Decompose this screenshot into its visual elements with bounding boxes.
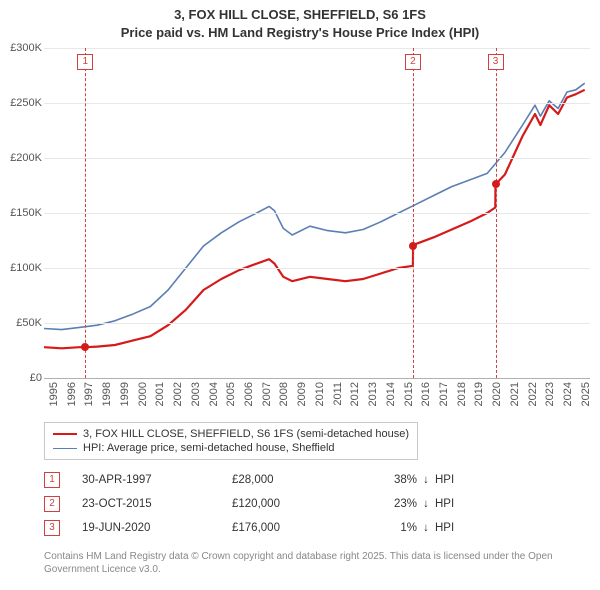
x-tick-label: 2006 (243, 382, 255, 416)
x-tick-label: 2015 (403, 382, 415, 416)
sales-hpi-label: HPI (435, 474, 465, 486)
sales-date: 23-OCT-2015 (60, 498, 232, 510)
y-gridline (44, 103, 590, 104)
x-tick-label: 2016 (420, 382, 432, 416)
legend-item: HPI: Average price, semi-detached house,… (53, 441, 409, 455)
x-tick-label: 1995 (48, 382, 60, 416)
y-tick-label: £150K (0, 207, 42, 219)
chart-title: 3, FOX HILL CLOSE, SHEFFIELD, S6 1FS Pri… (0, 0, 600, 41)
x-tick-label: 2021 (509, 382, 521, 416)
sale-dot (409, 242, 417, 250)
legend-item: 3, FOX HILL CLOSE, SHEFFIELD, S6 1FS (se… (53, 427, 409, 441)
sales-date: 30-APR-1997 (60, 474, 232, 486)
legend-label: 3, FOX HILL CLOSE, SHEFFIELD, S6 1FS (se… (83, 428, 409, 440)
sale-marker-box: 2 (405, 54, 421, 70)
x-tick-label: 2008 (278, 382, 290, 416)
x-tick-label: 1997 (83, 382, 95, 416)
sales-row: 319-JUN-2020£176,0001%↓HPI (44, 520, 465, 536)
x-tick-label: 2024 (562, 382, 574, 416)
x-tick-label: 2003 (190, 382, 202, 416)
sales-pct: 23% (362, 498, 417, 510)
sales-price: £120,000 (232, 498, 362, 510)
sales-pct: 38% (362, 474, 417, 486)
x-tick-label: 2002 (172, 382, 184, 416)
sale-dot (492, 180, 500, 188)
sales-hpi-label: HPI (435, 522, 465, 534)
x-tick-label: 2005 (225, 382, 237, 416)
y-gridline (44, 323, 590, 324)
sales-price: £176,000 (232, 522, 362, 534)
sales-marker-box: 2 (44, 496, 60, 512)
x-tick-label: 2004 (208, 382, 220, 416)
down-arrow-icon: ↓ (417, 498, 435, 510)
x-tick-label: 2022 (527, 382, 539, 416)
x-tick-label: 2009 (296, 382, 308, 416)
sale-vline (496, 48, 497, 378)
x-tick-label: 1999 (119, 382, 131, 416)
sales-row: 223-OCT-2015£120,00023%↓HPI (44, 496, 465, 512)
x-tick-label: 2017 (438, 382, 450, 416)
x-tick-label: 2012 (349, 382, 361, 416)
title-line-2: Price paid vs. HM Land Registry's House … (0, 24, 600, 42)
sales-marker-box: 1 (44, 472, 60, 488)
x-tick-label: 2000 (137, 382, 149, 416)
sales-hpi-label: HPI (435, 498, 465, 510)
x-tick-label: 2013 (367, 382, 379, 416)
sales-table: 130-APR-1997£28,00038%↓HPI223-OCT-2015£1… (44, 472, 465, 544)
x-tick-label: 1998 (101, 382, 113, 416)
x-tick-label: 2011 (332, 382, 344, 416)
series-price_paid (44, 90, 585, 349)
y-tick-label: £300K (0, 42, 42, 54)
chart-legend: 3, FOX HILL CLOSE, SHEFFIELD, S6 1FS (se… (44, 422, 418, 460)
y-tick-label: £250K (0, 97, 42, 109)
sales-marker-box: 3 (44, 520, 60, 536)
legend-label: HPI: Average price, semi-detached house,… (83, 442, 335, 454)
y-tick-label: £50K (0, 317, 42, 329)
x-tick-label: 1996 (66, 382, 78, 416)
x-tick-label: 2019 (473, 382, 485, 416)
y-tick-label: £200K (0, 152, 42, 164)
x-tick-label: 2007 (261, 382, 273, 416)
y-gridline (44, 213, 590, 214)
x-tick-label: 2014 (385, 382, 397, 416)
title-line-1: 3, FOX HILL CLOSE, SHEFFIELD, S6 1FS (0, 6, 600, 24)
sale-marker-box: 1 (77, 54, 93, 70)
sales-pct: 1% (362, 522, 417, 534)
y-gridline (44, 158, 590, 159)
down-arrow-icon: ↓ (417, 522, 435, 534)
sale-vline (85, 48, 86, 378)
x-tick-label: 2025 (580, 382, 592, 416)
x-tick-label: 2023 (544, 382, 556, 416)
x-tick-label: 2020 (491, 382, 503, 416)
series-hpi (44, 83, 585, 329)
sale-marker-box: 3 (488, 54, 504, 70)
legend-swatch (53, 433, 77, 435)
x-tick-label: 2018 (456, 382, 468, 416)
sale-dot (81, 343, 89, 351)
y-tick-label: £100K (0, 262, 42, 274)
x-tick-label: 2010 (314, 382, 326, 416)
y-tick-label: £0 (0, 372, 42, 384)
sales-row: 130-APR-1997£28,00038%↓HPI (44, 472, 465, 488)
down-arrow-icon: ↓ (417, 474, 435, 486)
y-gridline (44, 48, 590, 49)
legend-swatch (53, 448, 77, 449)
sales-date: 19-JUN-2020 (60, 522, 232, 534)
sale-vline (413, 48, 414, 378)
attribution-text: Contains HM Land Registry data © Crown c… (44, 550, 590, 576)
sales-price: £28,000 (232, 474, 362, 486)
y-gridline (44, 268, 590, 269)
x-tick-label: 2001 (154, 382, 166, 416)
chart-plot-area: 1 2 3 (44, 48, 590, 379)
